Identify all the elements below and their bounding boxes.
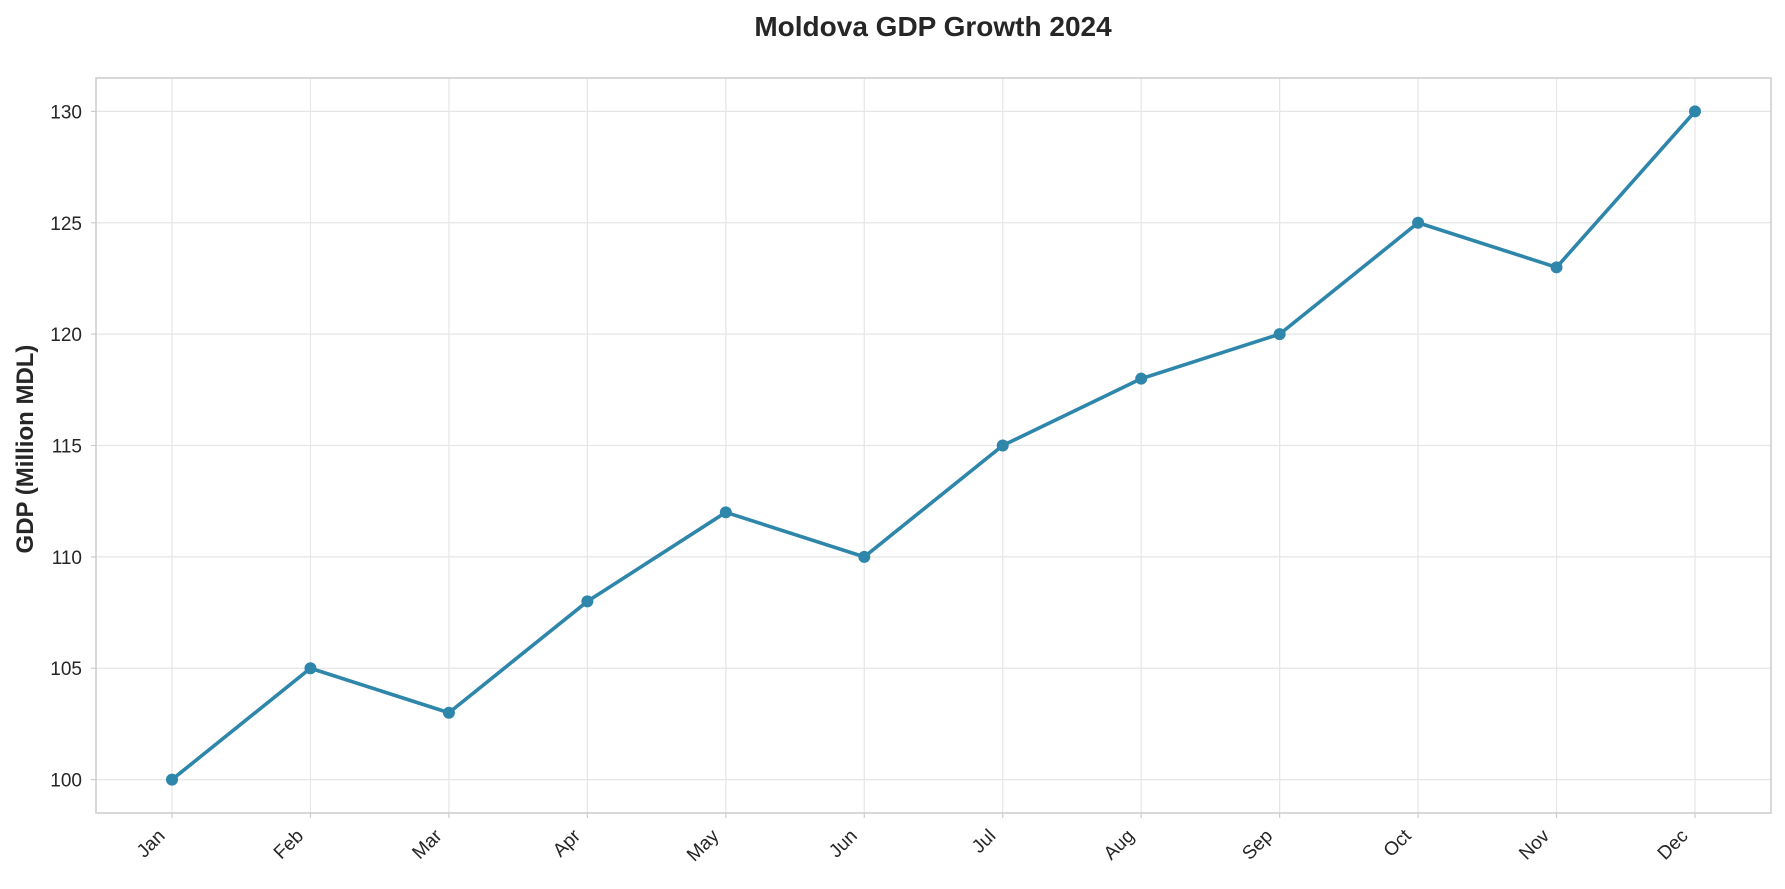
y-tick-label: 100 [50, 771, 82, 792]
series-line [170, 109, 1697, 782]
grid [96, 78, 1771, 813]
data-point [1550, 261, 1563, 274]
data-point [858, 550, 871, 563]
y-axis-label: GDP (Million MDL) [12, 345, 39, 554]
data-point [996, 439, 1009, 452]
y-tick-label: 125 [50, 214, 82, 235]
data-point [1689, 105, 1701, 118]
y-tick-label: 115 [52, 437, 82, 458]
y-tick-label: 130 [50, 102, 82, 123]
y-tick-label: 120 [50, 325, 82, 346]
chart-title: Moldova GDP Growth 2024 [754, 11, 1112, 42]
data-point [442, 706, 455, 719]
data-point [1135, 372, 1148, 385]
y-tick-label: 110 [52, 548, 82, 569]
data-point [719, 506, 732, 519]
data-point [1273, 328, 1286, 341]
data-point [581, 595, 594, 608]
y-tick-label: 105 [50, 659, 82, 680]
data-point [166, 773, 178, 786]
series-layer [166, 105, 1701, 786]
data-point [1412, 216, 1425, 229]
data-point [304, 662, 317, 675]
